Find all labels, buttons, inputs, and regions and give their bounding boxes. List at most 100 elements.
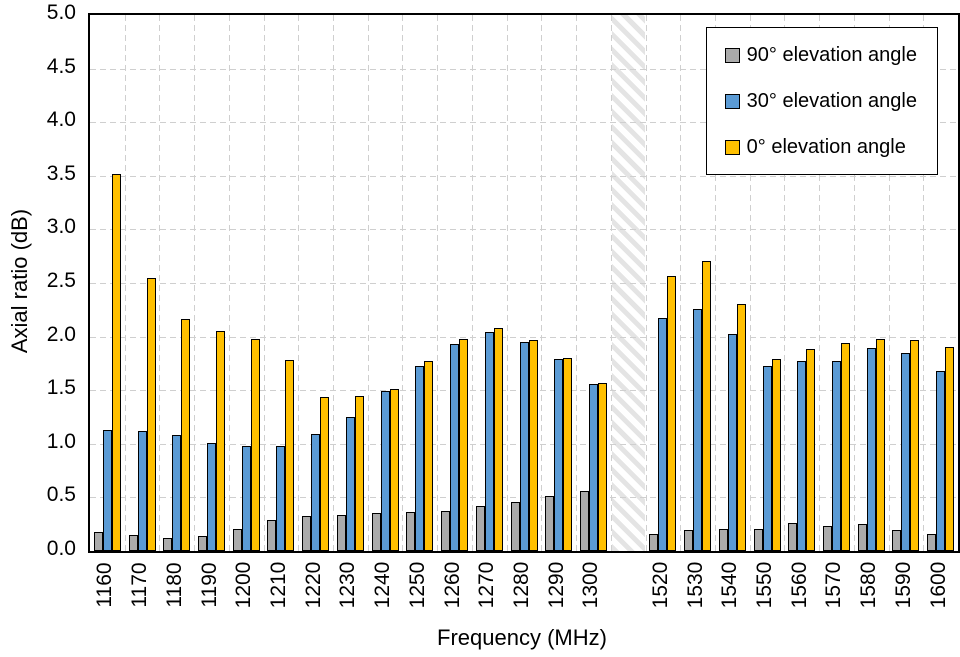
bar: [597, 382, 607, 551]
x-tick-label: 1260: [440, 561, 464, 609]
plot-area: 90° elevation angle 30° elevation angle 0°…: [88, 13, 960, 553]
x-tick-label: 1590: [891, 561, 915, 609]
v-gridline: [680, 15, 682, 551]
x-tick-label: 1180: [162, 562, 186, 608]
bar: [519, 341, 529, 551]
bar: [875, 338, 885, 551]
legend-swatch-icon: [724, 139, 740, 155]
bar: [336, 514, 346, 551]
bar: [285, 360, 295, 551]
bar: [371, 513, 381, 551]
bar: [320, 396, 330, 551]
h-gridline: [90, 175, 958, 177]
v-gridline: [124, 15, 126, 551]
v-gridline: [333, 15, 335, 551]
bar: [415, 365, 425, 551]
v-gridline: [159, 15, 161, 551]
bar: [207, 442, 217, 551]
v-gridline: [576, 15, 578, 551]
y-tick-label: 2.5: [46, 269, 76, 292]
x-axis-title: Frequency (MHz): [437, 625, 607, 650]
bar: [172, 435, 182, 551]
x-tick-label: 1200: [232, 561, 256, 609]
bar: [684, 529, 694, 551]
x-tick-label: 1580: [857, 561, 881, 609]
v-gridline: [645, 15, 647, 551]
bar: [702, 260, 712, 551]
x-tick-label: 1190: [197, 562, 221, 608]
x-tick-label: 1160: [93, 562, 117, 608]
v-gridline: [471, 15, 473, 551]
x-tick-label: 1210: [266, 561, 290, 609]
legend-swatch-icon: [724, 47, 740, 63]
bar: [484, 332, 494, 551]
y-tick-label: 4.5: [46, 54, 76, 78]
bar: [389, 389, 399, 551]
bar: [857, 524, 867, 551]
bar: [241, 445, 251, 551]
bar: [450, 344, 460, 551]
x-tick-label: 1600: [926, 561, 950, 609]
bar: [945, 347, 955, 551]
x-tick-label: 1270: [475, 561, 499, 609]
bar: [797, 361, 807, 551]
x-tick-label: 1550: [753, 561, 777, 609]
v-gridline: [610, 15, 612, 551]
bar: [111, 173, 121, 551]
bar: [345, 417, 355, 551]
x-tick-label: 1520: [648, 561, 672, 609]
y-tick-label: 3.5: [46, 161, 76, 185]
bar: [380, 391, 390, 551]
bar: [910, 339, 920, 551]
x-tick-label: 1240: [371, 561, 395, 609]
bar: [693, 308, 703, 551]
y-tick-label: 0.5: [46, 483, 76, 507]
y-tick-label: 0.0: [46, 537, 76, 560]
x-tick-label: 1280: [510, 561, 533, 609]
bar: [302, 515, 312, 551]
bar: [554, 359, 564, 551]
bar: [667, 275, 677, 551]
v-gridline: [263, 15, 265, 551]
v-gridline: [714, 15, 716, 551]
h-gridline: [90, 68, 958, 70]
v-gridline: [784, 15, 786, 551]
v-gridline: [402, 15, 404, 551]
v-gridline: [506, 15, 508, 551]
bar: [198, 536, 208, 551]
y-tick-label: 1.5: [46, 376, 76, 400]
bar: [137, 430, 147, 551]
bar: [354, 395, 364, 551]
v-gridline: [194, 15, 196, 551]
legend: 90° elevation angle 30° elevation angle 0°…: [705, 27, 938, 175]
bar: [822, 526, 832, 551]
bar: [146, 277, 156, 551]
x-tick-label: 1170: [128, 562, 152, 608]
x-tick-label: 1570: [822, 561, 846, 609]
x-tick-label: 1220: [301, 561, 325, 609]
legend-item: 30° elevation angle: [724, 86, 917, 116]
bar: [250, 338, 260, 551]
h-gridline: [90, 229, 958, 231]
bar: [510, 501, 520, 551]
bar: [528, 339, 538, 551]
x-tick-label: 1300: [579, 561, 603, 609]
bar: [579, 490, 589, 551]
legend-label: 0° elevation angle: [746, 135, 906, 158]
x-tick-label: 1560: [787, 561, 811, 609]
bar: [181, 319, 191, 551]
x-tick-label: 1230: [336, 561, 360, 609]
v-gridline: [749, 15, 751, 551]
h-gridline: [90, 336, 958, 338]
v-gridline: [367, 15, 369, 551]
h-gridline: [90, 122, 958, 124]
x-tick-label: 1530: [683, 561, 707, 609]
legend-item: 0° elevation angle: [724, 132, 917, 162]
bar: [163, 538, 173, 551]
bar: [840, 343, 850, 551]
y-tick-label: 2.0: [46, 322, 76, 346]
bar: [545, 496, 555, 551]
v-gridline: [819, 15, 821, 551]
bar: [588, 383, 598, 551]
